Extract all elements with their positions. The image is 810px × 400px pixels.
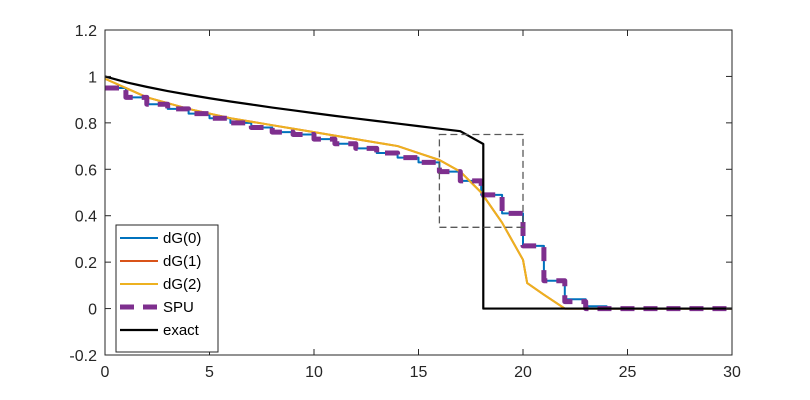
legend: dG(0) dG(1) dG(2) SPU exact <box>115 224 219 353</box>
x-tick-label: 30 <box>723 364 741 381</box>
legend-label: dG(1) <box>163 253 201 270</box>
y-tick-label: 0.4 <box>75 209 97 226</box>
legend-label: dG(2) <box>163 276 201 293</box>
x-tick-label: 5 <box>205 364 214 381</box>
x-tick-label: 25 <box>619 364 637 381</box>
y-tick-label: -0.2 <box>69 348 97 365</box>
y-tick-label: 0 <box>88 302 97 319</box>
tick-layer: 0 5 10 15 20 25 30-0.200.20.40.60.811.2 <box>69 23 741 381</box>
series-line-dg-0 <box>105 87 732 310</box>
y-tick-label: 1.2 <box>75 23 97 40</box>
legend-label: SPU <box>163 299 194 316</box>
y-tick-label: 0.8 <box>75 116 97 133</box>
x-tick-label: 15 <box>410 364 428 381</box>
series-line-spu <box>105 85 732 312</box>
legend-label: exact <box>163 322 200 339</box>
y-tick-label: 0.6 <box>75 162 97 179</box>
x-tick-label: 10 <box>305 364 323 381</box>
y-tick-label: 0.2 <box>75 255 97 272</box>
series-line-exact <box>104 75 732 310</box>
x-tick-label: 0 <box>101 364 110 381</box>
y-tick-label: 1 <box>88 69 97 86</box>
x-tick-label: 20 <box>514 364 532 381</box>
series-layer <box>104 75 732 312</box>
legend-label: dG(0) <box>163 230 201 247</box>
